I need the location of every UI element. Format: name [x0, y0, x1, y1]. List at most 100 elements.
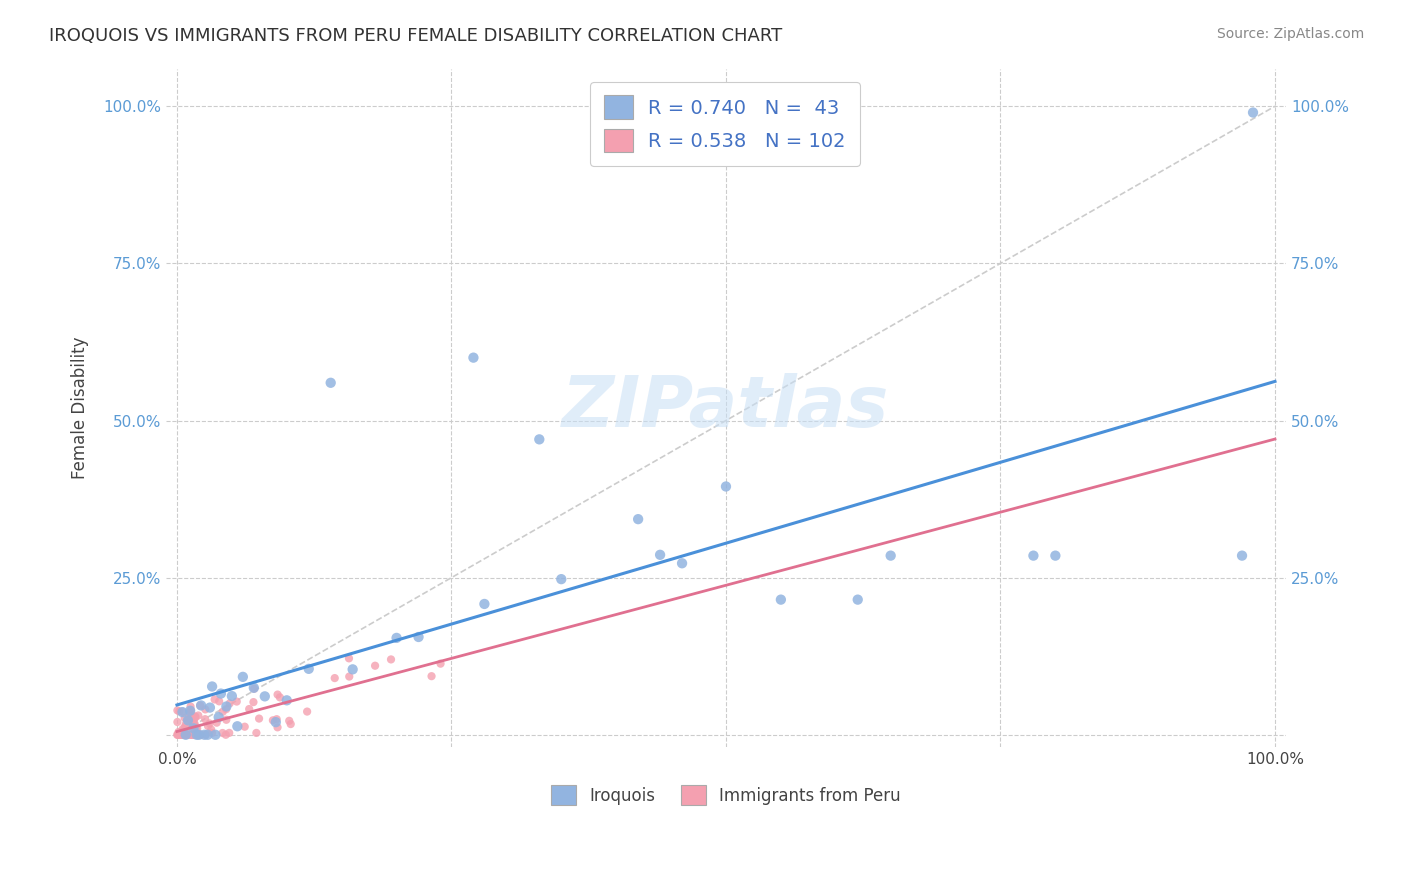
Immigrants from Peru [183, 728, 205, 742]
Text: Source: ZipAtlas.com: Source: ZipAtlas.com [1216, 27, 1364, 41]
Immigrants from Peru [187, 708, 209, 723]
Immigrants from Peru [194, 702, 217, 716]
Iroquois [276, 693, 298, 707]
Immigrants from Peru [169, 704, 191, 718]
Iroquois [550, 572, 572, 586]
Immigrants from Peru [173, 711, 195, 725]
Iroquois [226, 719, 249, 733]
Immigrants from Peru [337, 669, 360, 683]
Iroquois [319, 376, 342, 390]
Immigrants from Peru [173, 728, 195, 742]
Immigrants from Peru [174, 717, 197, 731]
Immigrants from Peru [172, 728, 194, 742]
Immigrants from Peru [184, 728, 207, 742]
Immigrants from Peru [243, 681, 266, 696]
Immigrants from Peru [166, 714, 188, 729]
Immigrants from Peru [177, 728, 200, 742]
Immigrants from Peru [183, 725, 205, 739]
Immigrants from Peru [172, 723, 194, 738]
Immigrants from Peru [172, 722, 194, 736]
Iroquois [232, 670, 254, 684]
Immigrants from Peru [218, 726, 240, 740]
Iroquois [198, 700, 221, 714]
Immigrants from Peru [280, 717, 302, 731]
Immigrants from Peru [198, 716, 221, 731]
Immigrants from Peru [173, 728, 195, 742]
Immigrants from Peru [183, 728, 205, 742]
Immigrants from Peru [188, 698, 211, 713]
Immigrants from Peru [266, 720, 288, 734]
Immigrants from Peru [176, 728, 198, 742]
Immigrants from Peru [242, 695, 264, 709]
Iroquois [1241, 105, 1264, 120]
Immigrants from Peru [179, 706, 201, 720]
Immigrants from Peru [173, 725, 195, 739]
Immigrants from Peru [194, 728, 217, 742]
Immigrants from Peru [174, 724, 197, 739]
Immigrants from Peru [215, 728, 238, 742]
Immigrants from Peru [186, 728, 208, 742]
Immigrants from Peru [173, 727, 195, 741]
Immigrants from Peru [173, 720, 195, 734]
Iroquois [197, 728, 219, 742]
Immigrants from Peru [180, 728, 202, 742]
Immigrants from Peru [186, 728, 208, 742]
Immigrants from Peru [183, 728, 205, 742]
Immigrants from Peru [190, 728, 212, 742]
Immigrants from Peru [269, 690, 291, 705]
Immigrants from Peru [247, 712, 270, 726]
Iroquois [208, 710, 231, 724]
Immigrants from Peru [176, 728, 198, 742]
Immigrants from Peru [167, 725, 190, 739]
Immigrants from Peru [180, 699, 202, 714]
Immigrants from Peru [208, 694, 231, 708]
Immigrants from Peru [186, 728, 208, 742]
Iroquois [342, 662, 364, 676]
Iroquois [179, 704, 201, 718]
Immigrants from Peru [174, 728, 197, 742]
Immigrants from Peru [177, 713, 200, 727]
Immigrants from Peru [262, 714, 284, 728]
Immigrants from Peru [180, 703, 202, 717]
Iroquois [209, 687, 232, 701]
Immigrants from Peru [205, 715, 228, 730]
Iroquois [627, 512, 650, 526]
Iroquois [190, 698, 212, 713]
Immigrants from Peru [323, 671, 346, 685]
Iroquois [243, 681, 266, 695]
Immigrants from Peru [176, 728, 198, 742]
Iroquois [1022, 549, 1045, 563]
Immigrants from Peru [364, 658, 387, 673]
Iroquois [714, 479, 737, 493]
Immigrants from Peru [170, 728, 193, 742]
Immigrants from Peru [201, 726, 224, 740]
Iroquois [408, 630, 430, 644]
Immigrants from Peru [188, 728, 211, 742]
Iroquois [221, 689, 243, 703]
Immigrants from Peru [180, 728, 202, 742]
Immigrants from Peru [215, 713, 238, 727]
Immigrants from Peru [204, 692, 226, 706]
Immigrants from Peru [200, 723, 222, 737]
Immigrants from Peru [183, 711, 205, 725]
Immigrants from Peru [278, 714, 301, 728]
Iroquois [183, 721, 205, 735]
Immigrants from Peru [225, 695, 247, 709]
Immigrants from Peru [167, 728, 190, 742]
Immigrants from Peru [180, 728, 202, 742]
Immigrants from Peru [172, 705, 194, 719]
Iroquois [463, 351, 485, 365]
Iroquois [186, 728, 208, 742]
Immigrants from Peru [184, 710, 207, 724]
Iroquois [879, 549, 901, 563]
Iroquois [177, 714, 200, 728]
Iroquois [253, 690, 276, 704]
Immigrants from Peru [233, 720, 256, 734]
Iroquois [201, 680, 224, 694]
Immigrants from Peru [215, 702, 238, 716]
Immigrants from Peru [184, 709, 207, 723]
Iroquois [215, 699, 238, 714]
Immigrants from Peru [218, 697, 240, 711]
Immigrants from Peru [172, 728, 194, 742]
Iroquois [385, 631, 408, 645]
